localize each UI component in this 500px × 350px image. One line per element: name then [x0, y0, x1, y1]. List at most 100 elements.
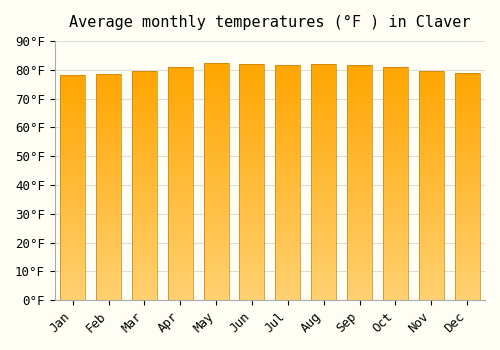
- Bar: [275, 133, 300, 136]
- Bar: [275, 91, 300, 93]
- Bar: [347, 77, 372, 79]
- Bar: [418, 222, 444, 225]
- Bar: [347, 75, 372, 77]
- Bar: [96, 230, 121, 232]
- Bar: [418, 250, 444, 252]
- Bar: [454, 196, 479, 198]
- Bar: [275, 124, 300, 126]
- Bar: [418, 83, 444, 85]
- Bar: [60, 105, 85, 107]
- Bar: [168, 230, 193, 232]
- Bar: [275, 169, 300, 171]
- Bar: [60, 183, 85, 186]
- Bar: [383, 102, 408, 104]
- Bar: [311, 173, 336, 175]
- Bar: [132, 247, 157, 250]
- Bar: [240, 88, 264, 90]
- Bar: [204, 293, 229, 295]
- Bar: [275, 112, 300, 115]
- Bar: [454, 228, 479, 230]
- Bar: [60, 82, 85, 84]
- Bar: [311, 184, 336, 187]
- Bar: [132, 238, 157, 241]
- Bar: [383, 265, 408, 267]
- Title: Average monthly temperatures (°F ) in Claver: Average monthly temperatures (°F ) in Cl…: [69, 15, 470, 30]
- Bar: [454, 198, 479, 200]
- Bar: [240, 76, 264, 78]
- Bar: [347, 162, 372, 164]
- Bar: [275, 115, 300, 117]
- Bar: [240, 173, 264, 175]
- Bar: [418, 271, 444, 273]
- Bar: [132, 227, 157, 229]
- Bar: [418, 220, 444, 222]
- Bar: [132, 112, 157, 115]
- Bar: [240, 229, 264, 232]
- Bar: [275, 164, 300, 166]
- Bar: [60, 136, 85, 138]
- Bar: [418, 238, 444, 241]
- Bar: [311, 222, 336, 225]
- Bar: [204, 279, 229, 281]
- Bar: [383, 298, 408, 300]
- Bar: [204, 158, 229, 160]
- Bar: [132, 273, 157, 275]
- Bar: [383, 155, 408, 158]
- Bar: [168, 102, 193, 104]
- Bar: [96, 237, 121, 239]
- Bar: [347, 86, 372, 89]
- Bar: [240, 106, 264, 109]
- Bar: [454, 264, 479, 266]
- Bar: [204, 241, 229, 243]
- Bar: [418, 280, 444, 282]
- Bar: [168, 130, 193, 132]
- Bar: [311, 239, 336, 241]
- Bar: [347, 155, 372, 157]
- Bar: [132, 140, 157, 142]
- Bar: [132, 264, 157, 266]
- Bar: [311, 191, 336, 194]
- Bar: [96, 178, 121, 180]
- Bar: [383, 69, 408, 71]
- Bar: [275, 143, 300, 145]
- Bar: [204, 134, 229, 136]
- Bar: [168, 293, 193, 295]
- Bar: [454, 220, 479, 223]
- Bar: [454, 282, 479, 284]
- Bar: [132, 105, 157, 108]
- Bar: [240, 144, 264, 147]
- Bar: [418, 257, 444, 259]
- Bar: [204, 298, 229, 300]
- Bar: [418, 131, 444, 133]
- Bar: [96, 205, 121, 208]
- Bar: [347, 140, 372, 143]
- Bar: [168, 225, 193, 228]
- Bar: [60, 273, 85, 275]
- Bar: [275, 155, 300, 157]
- Bar: [418, 181, 444, 183]
- Bar: [204, 186, 229, 188]
- Bar: [454, 164, 479, 166]
- Bar: [240, 286, 264, 288]
- Bar: [168, 186, 193, 188]
- Bar: [275, 110, 300, 112]
- Bar: [204, 89, 229, 91]
- Bar: [347, 84, 372, 86]
- Bar: [96, 183, 121, 185]
- Bar: [60, 190, 85, 192]
- Bar: [454, 234, 479, 237]
- Bar: [240, 182, 264, 184]
- Bar: [275, 176, 300, 178]
- Bar: [204, 129, 229, 132]
- Bar: [168, 95, 193, 97]
- Bar: [311, 135, 336, 137]
- Bar: [204, 79, 229, 82]
- Bar: [383, 277, 408, 279]
- Bar: [96, 119, 121, 121]
- Bar: [418, 105, 444, 108]
- Bar: [418, 158, 444, 160]
- Bar: [454, 273, 479, 275]
- Bar: [168, 104, 193, 106]
- Bar: [240, 130, 264, 132]
- Bar: [454, 130, 479, 132]
